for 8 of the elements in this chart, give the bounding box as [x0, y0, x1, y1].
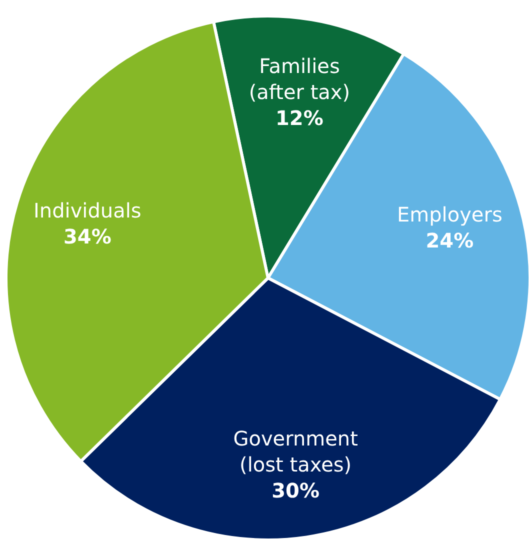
slice-label: Individuals [33, 198, 142, 222]
data-label: 24% [426, 228, 474, 252]
data-label: 30% [272, 478, 320, 503]
slice-label: Government (lost taxes) [233, 426, 358, 477]
slice-label: Families (after tax) [248, 54, 350, 104]
data-label: 12% [276, 106, 324, 130]
slice-label: Employers [396, 202, 502, 226]
data-label: 34% [63, 224, 112, 248]
